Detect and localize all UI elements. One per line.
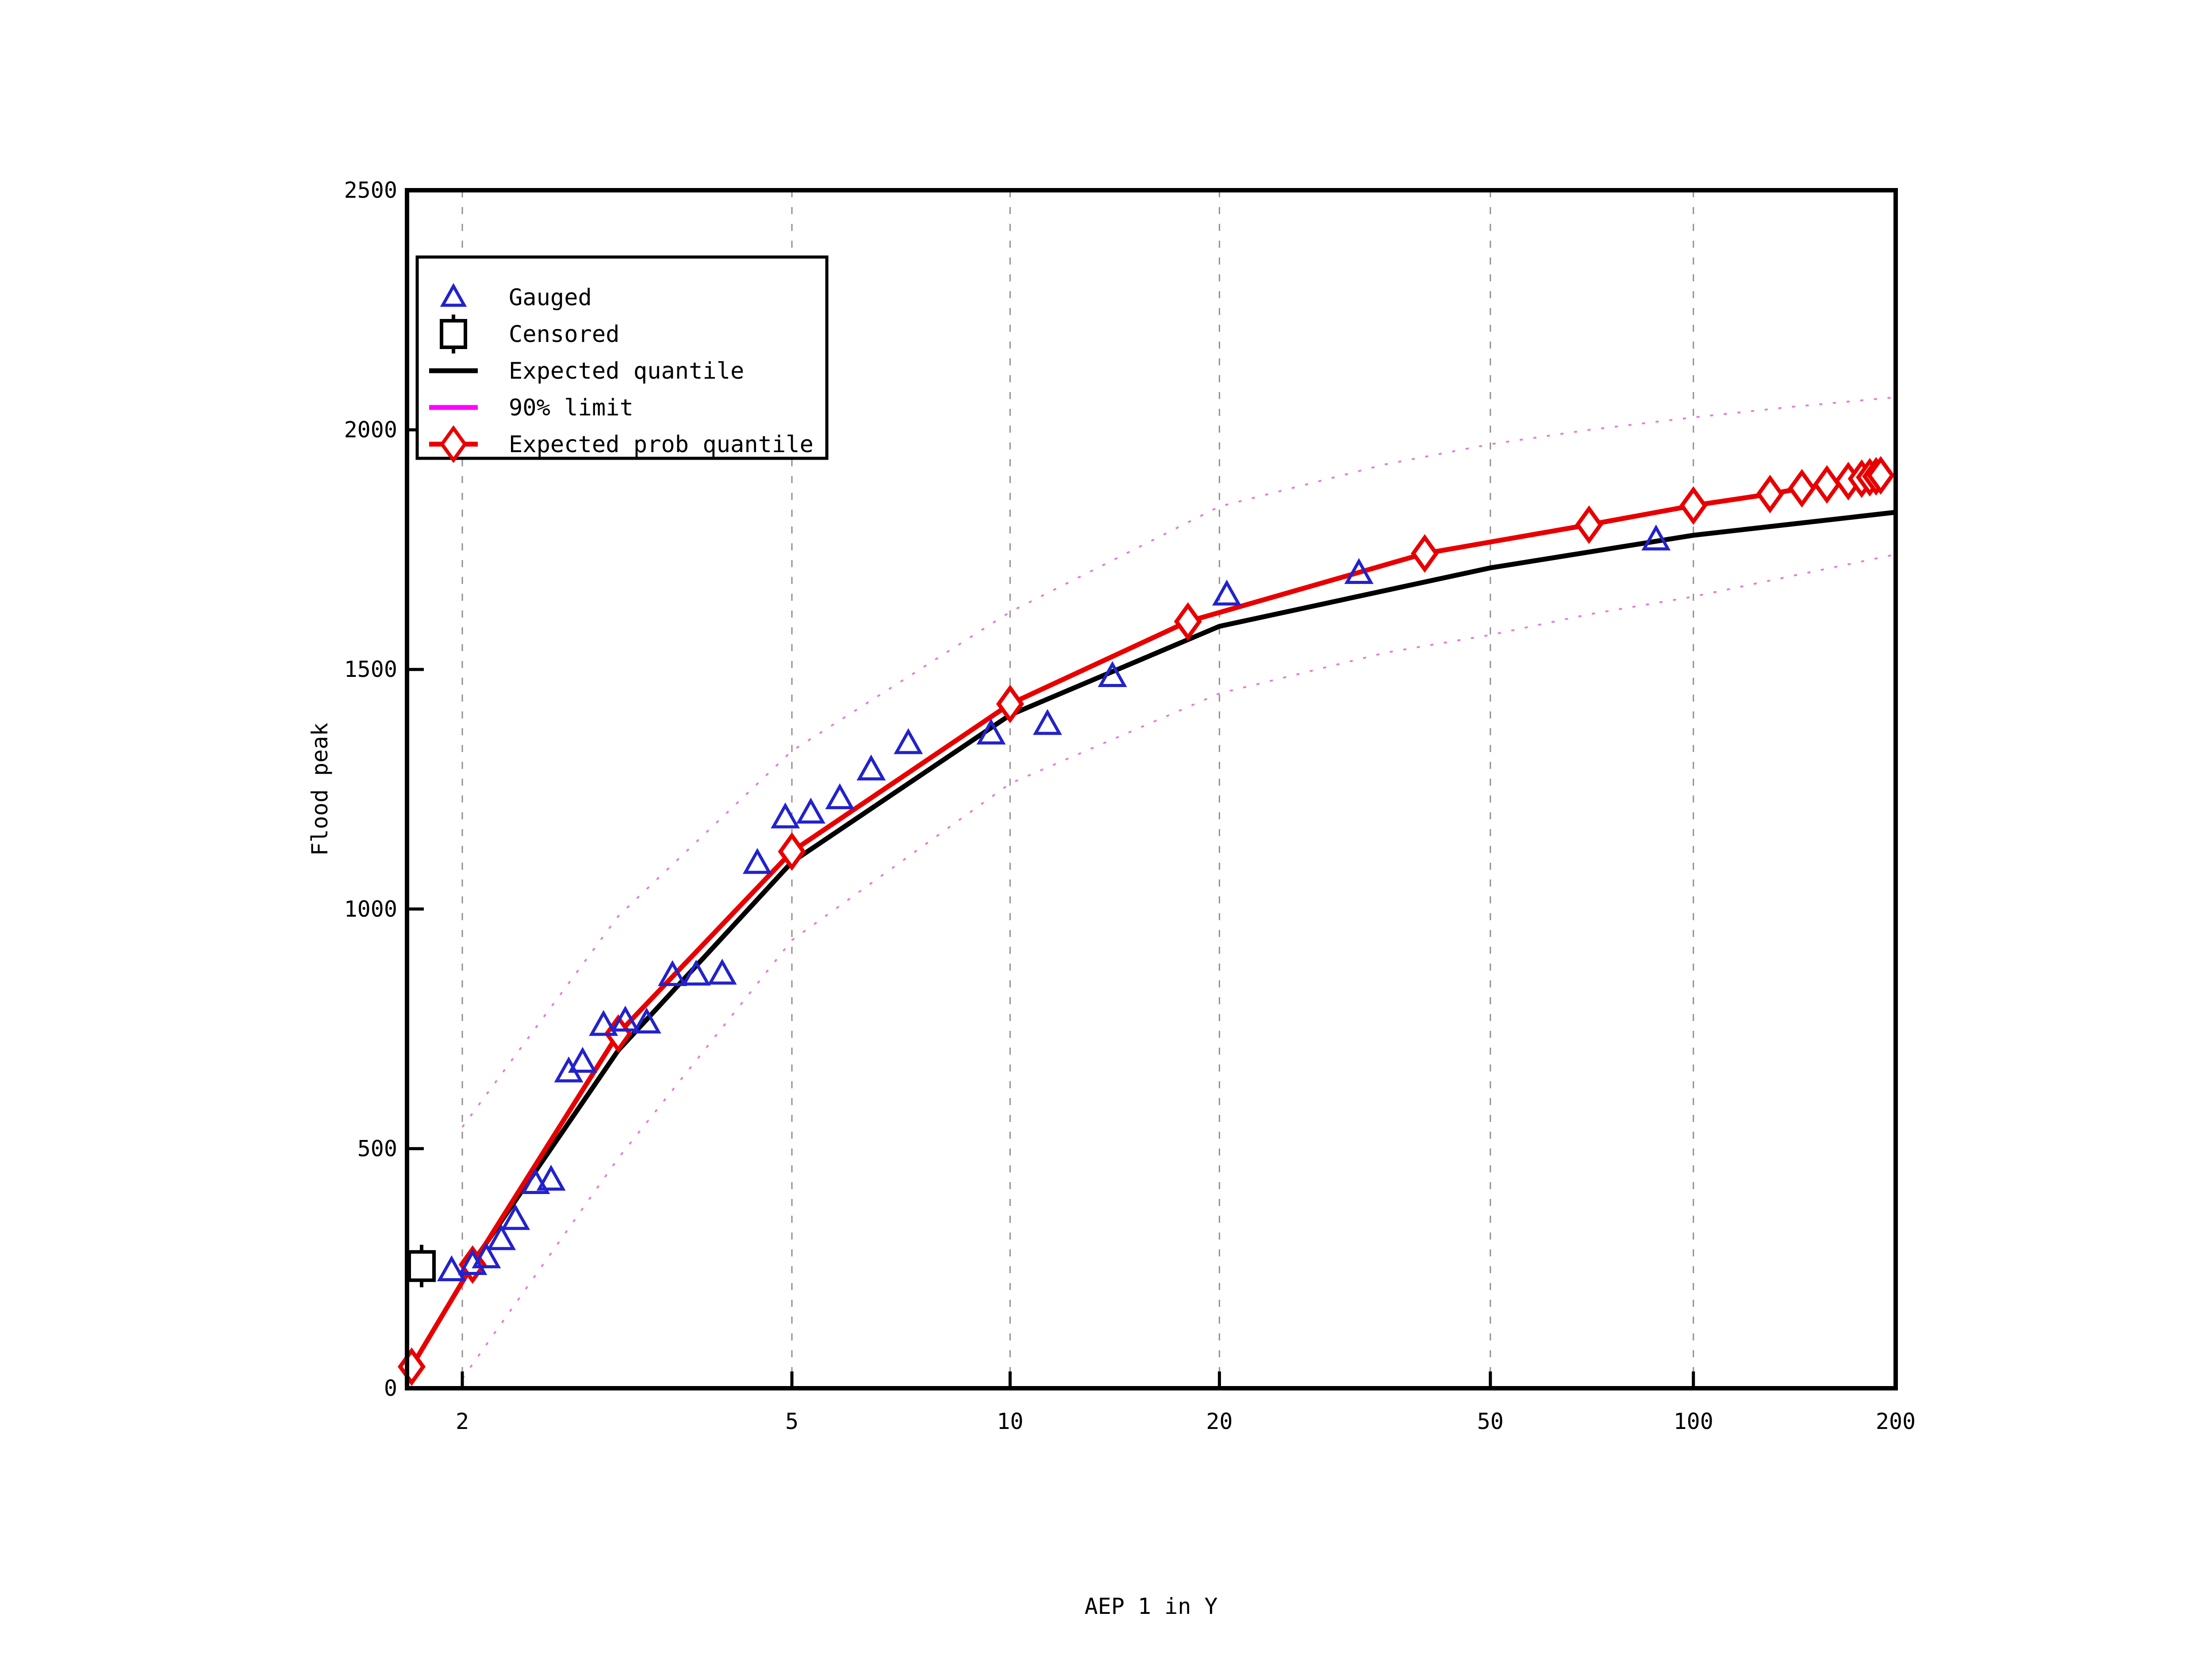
x-tick-label: 20: [1206, 1409, 1233, 1434]
y-tick-label: 1000: [344, 896, 397, 922]
censored-square-marker: [407, 1250, 436, 1282]
gauged-triangle-marker: [501, 1204, 530, 1230]
y-tick-label: 1500: [344, 657, 397, 682]
y-tick-label: 0: [384, 1375, 397, 1401]
gauged-triangle-marker: [825, 783, 855, 810]
tick-layer: [407, 188, 1897, 1390]
gauged-triangle-marker: [1212, 580, 1242, 606]
expected-prob-diamond-marker: [1866, 456, 1895, 495]
gridline-layer: [461, 190, 1694, 1388]
legend-box: [415, 255, 829, 460]
expected-prob-diamond-marker: [1174, 602, 1202, 641]
x-tick-label: 5: [785, 1409, 799, 1434]
x-tick-label: 10: [997, 1409, 1023, 1434]
legend-item-expected-prob-quantile: Expected prob quantile: [429, 425, 814, 463]
legend-item-90-limit: 90% limit: [429, 395, 634, 421]
gauged-triangle-marker: [536, 1164, 566, 1191]
gauged-triangle-marker: [976, 718, 1006, 745]
expected-prob-diamond-marker: [1756, 475, 1784, 514]
gauged-triangle-marker: [487, 1224, 516, 1250]
y-tick-label: 2000: [344, 417, 397, 443]
gauged-triangle-marker: [472, 1242, 501, 1268]
expected-prob-diamond-marker: [1679, 486, 1708, 525]
legend-item-expected-quantile: Expected quantile: [429, 358, 744, 384]
gauged-triangle-marker: [611, 1006, 640, 1032]
gauged-triangle-marker: [658, 960, 687, 986]
gauged-triangle-marker: [521, 1168, 550, 1194]
x-tick-label: 2: [456, 1409, 469, 1434]
gauged-triangle-marker: [1641, 524, 1671, 551]
expected-prob-quantile-line: [409, 473, 1882, 1368]
gauged-triangle-marker: [1098, 661, 1127, 687]
legend-item-censored: Censored: [440, 315, 619, 353]
legend: Gauged Censored Expected quantile 90% limit…: [415, 255, 829, 463]
lower-90-limit-line: [461, 553, 1896, 1379]
expected-prob-diamond-marker: [1813, 465, 1841, 504]
legend-item-gauged: Gauged: [440, 283, 592, 311]
gauged-triangle-marker: [1344, 558, 1374, 584]
expected-prob-diamond-marker: [996, 684, 1024, 723]
gauged-triangle-marker: [796, 798, 826, 824]
y-tick-label: 500: [357, 1136, 397, 1161]
gauged-triangle-marker: [632, 1007, 661, 1034]
series-layer: [397, 396, 1896, 1386]
x-tick-label: 100: [1674, 1409, 1713, 1434]
expected-prob-diamond-marker: [1788, 469, 1816, 508]
legend-label: 90% limit: [509, 395, 634, 421]
gauged-triangle-marker: [681, 960, 711, 986]
plot-border: [405, 188, 1898, 1390]
gauged-triangle-marker: [707, 958, 737, 985]
legend-label: Expected prob quantile: [509, 431, 814, 458]
y-tick-label: 2500: [344, 177, 397, 203]
gauged-triangle-marker: [589, 1010, 618, 1036]
gauged-triangle-marker: [894, 728, 923, 754]
gauged-triangle-marker: [437, 1255, 466, 1282]
gauged-triangle-marker: [1033, 709, 1062, 735]
x-tick-label: 50: [1477, 1409, 1504, 1434]
gauged-triangle-marker: [568, 1047, 597, 1073]
legend-diamond-icon: [440, 425, 467, 463]
legend-label: Expected quantile: [509, 358, 744, 384]
legend-square-icon: [440, 319, 467, 349]
x-axis-title: AEP 1 in Y: [1084, 1594, 1217, 1619]
expected-prob-diamond-marker: [1410, 534, 1439, 573]
expected-prob-diamond-marker: [778, 832, 806, 871]
gauged-triangle-marker: [742, 848, 772, 874]
expected-prob-diamond-marker: [1575, 505, 1603, 544]
gauged-triangle-marker: [856, 754, 886, 781]
y-axis-title: Flood peak: [307, 722, 333, 856]
legend-label: Gauged: [509, 284, 592, 311]
gauged-triangle-marker: [458, 1249, 488, 1275]
legend-label: Censored: [509, 321, 619, 348]
legend-triangle-icon: [440, 283, 467, 307]
x-tick-label: 200: [1876, 1409, 1916, 1434]
gauged-triangle-marker: [771, 802, 800, 829]
upper-90-limit-line: [461, 396, 1896, 1128]
